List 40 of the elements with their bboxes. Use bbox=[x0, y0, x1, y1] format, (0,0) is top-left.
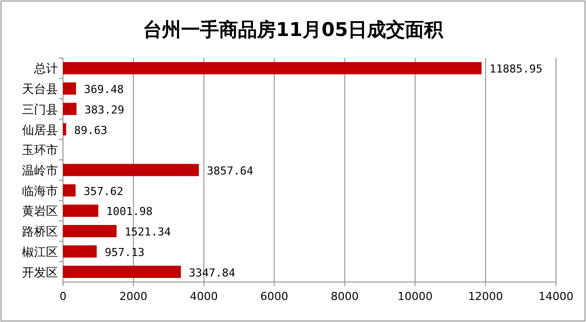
y-tick-label: 开发区 bbox=[22, 265, 58, 280]
y-tick-label: 天台县 bbox=[22, 82, 58, 96]
y-tick-label: 椒江区 bbox=[22, 244, 58, 259]
data-label: 383.29 bbox=[84, 103, 124, 116]
chart-title: 台州一手商品房11月05日成交面积 bbox=[143, 19, 444, 41]
data-label: 1521.34 bbox=[124, 226, 172, 239]
data-label: 1001.98 bbox=[106, 205, 153, 218]
data-label: 957.13 bbox=[104, 246, 144, 259]
data-label: 369.48 bbox=[84, 83, 124, 96]
data-label: 357.62 bbox=[84, 184, 124, 198]
x-tick-label: 12000 bbox=[468, 290, 504, 303]
bar bbox=[63, 102, 76, 116]
data-label: 89.63 bbox=[74, 124, 108, 137]
bar bbox=[63, 224, 117, 238]
x-tick-label: 10000 bbox=[398, 290, 433, 303]
y-tick-label: 路桥区 bbox=[22, 224, 58, 239]
x-tick-label: 8000 bbox=[330, 290, 359, 303]
y-tick-label: 温岭市 bbox=[22, 164, 58, 178]
y-tick-label: 仙居县 bbox=[22, 122, 58, 137]
y-tick-label: 三门县 bbox=[22, 102, 58, 116]
x-tick-label: 2000 bbox=[119, 290, 148, 303]
data-label: 11885.95 bbox=[490, 62, 543, 76]
bar bbox=[63, 123, 66, 136]
y-tick-label: 总计 bbox=[33, 62, 58, 76]
bar bbox=[63, 266, 181, 278]
x-tick-label: 6000 bbox=[260, 290, 288, 303]
bar bbox=[63, 82, 76, 95]
bar bbox=[63, 204, 98, 217]
bar bbox=[63, 184, 76, 196]
x-tick-label: 14000 bbox=[538, 290, 574, 303]
x-tick-label: 4000 bbox=[190, 290, 218, 303]
y-tick-label: 临海市 bbox=[22, 184, 58, 198]
bar bbox=[63, 245, 97, 258]
bar bbox=[63, 62, 482, 74]
data-label: 3347.84 bbox=[188, 266, 236, 280]
x-tick-label: 0 bbox=[60, 290, 66, 303]
y-tick-label: 黄岩区 bbox=[22, 204, 58, 218]
data-label: 3857.64 bbox=[206, 164, 254, 178]
y-tick-label: 玉环市 bbox=[22, 143, 58, 158]
bar bbox=[63, 164, 199, 176]
